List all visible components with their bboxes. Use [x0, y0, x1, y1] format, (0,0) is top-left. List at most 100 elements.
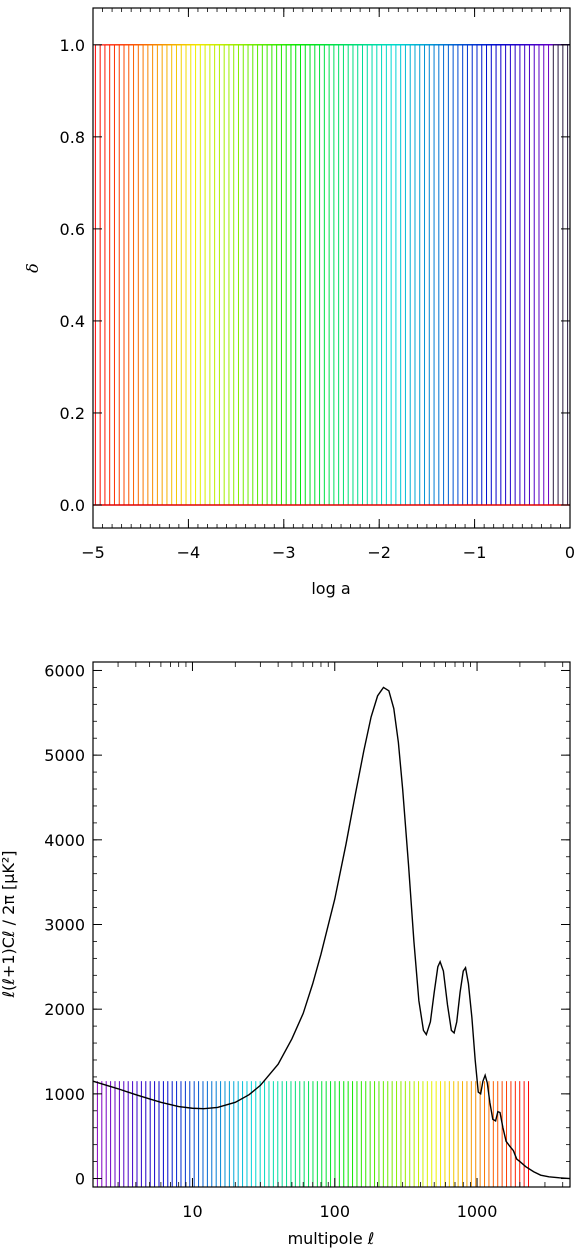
top-plot-frame	[92, 7, 571, 529]
top-series-line	[93, 44, 570, 506]
top-series-line	[93, 44, 570, 506]
top-series-line	[93, 44, 570, 506]
top-series-line	[93, 44, 570, 506]
top-series-line	[93, 44, 570, 506]
top-series-line	[93, 44, 570, 506]
top-series-line	[93, 44, 570, 506]
top-series-line	[93, 44, 570, 506]
top-x-tick-label: −2	[367, 543, 391, 562]
top-series-line	[93, 44, 570, 506]
top-series-line	[93, 44, 570, 506]
top-series-line	[93, 44, 570, 506]
top-series-line	[93, 44, 570, 506]
top-series-line	[93, 44, 570, 506]
top-series-line	[93, 44, 570, 506]
top-series-line	[93, 44, 570, 506]
top-series-line	[93, 44, 570, 506]
chart-top: −5 −4 −3 −2 −1 0 0.0 0.2 0.4 0.6 0.8 1.0 log a δ	[23, 7, 575, 598]
top-series-line	[93, 44, 570, 506]
top-series-group	[93, 44, 570, 506]
top-series-line	[93, 44, 570, 506]
top-series-line	[93, 44, 570, 506]
top-series-line	[93, 44, 570, 506]
bottom-y-tick-label: 1000	[44, 1085, 85, 1104]
top-x-tick-label: −3	[272, 543, 296, 562]
top-series-line	[93, 44, 570, 506]
top-series-line	[93, 44, 570, 506]
top-series-line	[93, 44, 570, 506]
top-series-line	[93, 44, 570, 506]
top-series-line	[93, 44, 570, 506]
top-series-line	[93, 44, 570, 506]
top-series-line	[93, 44, 570, 506]
top-x-tick-label: −4	[177, 543, 201, 562]
bottom-plot-frame	[92, 661, 571, 1188]
top-series-line	[93, 44, 570, 506]
top-series-line	[93, 44, 570, 506]
top-series-line	[93, 44, 570, 506]
top-y-tick-label: 1.0	[60, 36, 85, 55]
top-series-line	[93, 44, 570, 506]
top-series-line	[93, 44, 570, 506]
top-x-axis-title: log a	[311, 579, 350, 598]
bottom-bars-group	[92, 1081, 530, 1187]
top-x-tick-label: −5	[81, 543, 105, 562]
bottom-ticks: 10 100 1000 0 1000 2000 3000 4000 5000 6000	[44, 661, 570, 1221]
top-series-line	[93, 44, 570, 506]
top-series-line	[93, 44, 570, 506]
top-series-line	[93, 44, 570, 506]
top-series-line	[93, 44, 570, 506]
top-series-line	[93, 44, 570, 506]
top-series-line	[93, 44, 570, 506]
top-series-line	[93, 44, 570, 506]
top-series-line	[93, 44, 570, 506]
top-series-line	[93, 44, 570, 506]
top-series-line	[93, 44, 570, 506]
top-series-line	[93, 44, 570, 506]
top-y-tick-label: 0.4	[60, 312, 85, 331]
top-series-line	[93, 44, 570, 506]
top-series-line	[93, 44, 570, 506]
top-series-line	[93, 44, 570, 506]
top-y-tick-label: 0.6	[60, 220, 85, 239]
top-x-tick-label: −1	[463, 543, 487, 562]
top-series-line	[93, 44, 570, 506]
top-series-line	[93, 44, 570, 506]
top-series-line	[93, 44, 570, 506]
top-series-line	[93, 44, 570, 506]
top-series-line	[93, 44, 570, 506]
top-series-line	[93, 44, 570, 506]
top-series-line	[93, 44, 570, 506]
top-series-line	[93, 44, 570, 506]
top-series-line	[93, 44, 570, 506]
top-series-line	[93, 44, 570, 506]
top-series-line	[93, 44, 570, 506]
top-series-line	[93, 44, 570, 506]
top-series-line	[93, 44, 570, 506]
top-series-line	[93, 44, 570, 506]
top-series-line	[93, 44, 570, 506]
bottom-x-axis-title: multipole ℓ	[288, 1229, 375, 1248]
top-series-line	[93, 44, 570, 506]
top-series-line	[93, 44, 570, 506]
top-series-line	[93, 44, 570, 506]
top-series-line	[93, 44, 570, 506]
top-series-line	[93, 44, 570, 506]
top-series-line	[93, 44, 570, 506]
bottom-x-tick-label: 10	[182, 1202, 202, 1221]
bottom-y-tick-label: 0	[75, 1170, 85, 1189]
top-series-line	[93, 44, 570, 506]
top-series-line	[93, 44, 570, 506]
top-series-line	[93, 44, 570, 506]
top-y-tick-label: 0.2	[60, 404, 85, 423]
top-series-line	[93, 44, 570, 506]
top-series-line	[93, 44, 570, 506]
top-series-line	[93, 44, 570, 506]
top-series-line	[93, 44, 570, 506]
top-series-line	[93, 44, 570, 506]
bottom-y-tick-label: 5000	[44, 746, 85, 765]
bottom-y-tick-label: 2000	[44, 1000, 85, 1019]
top-y-axis-title: δ	[23, 263, 42, 273]
top-series-line	[93, 44, 570, 506]
